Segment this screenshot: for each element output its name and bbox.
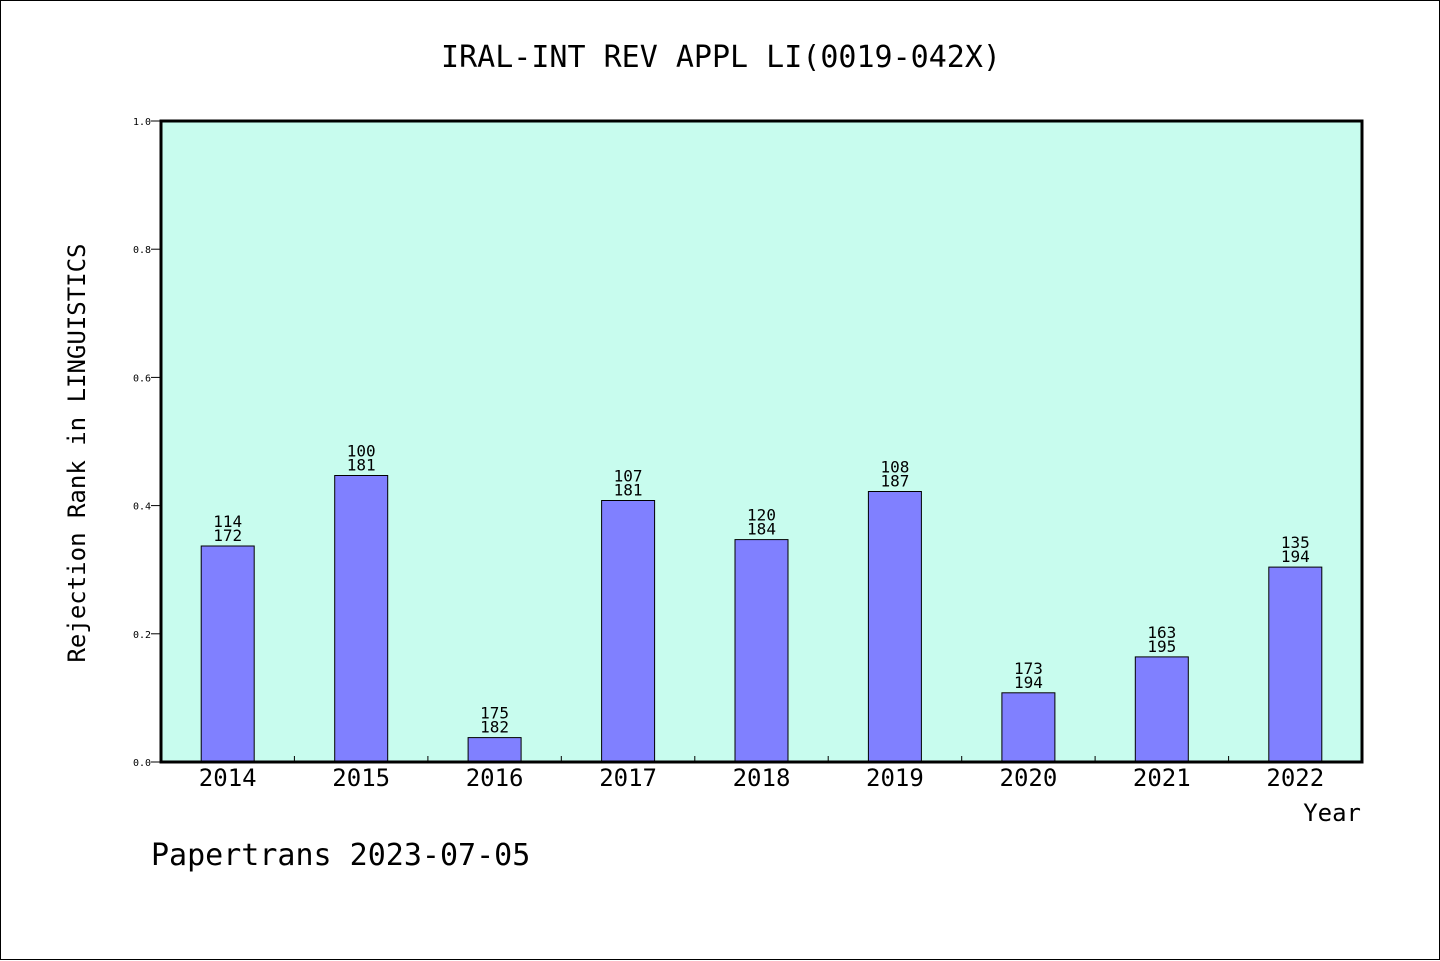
y-tick-label-1.0: 1.0 [133,117,151,128]
bar-label-top-2021: 163 [1147,623,1176,642]
x-tick-label-2018: 2018 [733,764,791,792]
plot-frame [159,119,1364,764]
bar-label-bottom-2016: 182 [480,718,509,737]
bar-label-top-2020: 173 [1014,659,1043,678]
y-tick-label-0.0: 0.0 [133,758,151,769]
x-tick-label-2016: 2016 [466,764,524,792]
bar-label-top-2018: 120 [747,506,776,525]
bar-label-top-2016: 175 [480,704,509,723]
bar-2014 [200,545,255,763]
bar-2016 [467,737,522,763]
x-tick-label-2021: 2021 [1133,764,1191,792]
bar-label-bottom-2021: 195 [1147,637,1176,656]
bar-label-top-2017: 107 [614,467,643,486]
y-tick-label-0.4: 0.4 [133,502,151,513]
y-axis-label: Rejection Rank in LINGUISTICS [63,243,91,662]
x-tick-label-2019: 2019 [866,764,924,792]
bar-label-top-2019: 108 [880,458,909,477]
bar-2018 [734,539,789,763]
bar-2021 [1134,656,1189,763]
x-tick-label-2015: 2015 [332,764,390,792]
y-axis: 0.0 0.2 0.4 0.6 0.8 1.0 [133,117,161,769]
x-tick-label-2014: 2014 [199,764,257,792]
bar-label-bottom-2019: 187 [880,472,909,491]
bar-label-top-2014: 114 [213,512,242,531]
bar-label-bottom-2020: 194 [1014,673,1043,692]
y-tick-label-0.2: 0.2 [133,630,151,641]
bar-label-bottom-2022: 194 [1281,547,1310,566]
bar-2019 [867,491,922,763]
bar-labels-layer: 1141721001811751821071811201841081871731… [213,442,1310,737]
x-axis: 2014 2015 2016 2017 2018 2019 2020 2021 2022 [199,756,1324,792]
bars-layer [200,475,1323,763]
bar-2020 [1001,692,1056,763]
bar-label-bottom-2015: 181 [347,456,376,475]
bar-label-top-2022: 135 [1281,533,1310,552]
footer-text: Papertrans 2023-07-05 [151,838,530,873]
bar-label-top-2015: 100 [347,442,376,461]
bar-2015 [334,475,389,763]
bar-2022 [1268,566,1323,763]
y-tick-label-0.6: 0.6 [133,373,151,384]
x-tick-label-2017: 2017 [599,764,657,792]
bar-label-bottom-2017: 181 [614,481,643,500]
x-tick-label-2020: 2020 [1000,764,1058,792]
chart-title: IRAL-INT REV APPL LI(0019-042X) [441,40,1001,75]
bar-label-bottom-2018: 184 [747,520,776,539]
y-tick-label-0.8: 0.8 [133,245,151,256]
x-axis-label: Year [1303,799,1361,827]
bar-label-bottom-2014: 172 [213,526,242,545]
x-tick-label-2022: 2022 [1266,764,1324,792]
bar-2017 [601,500,656,763]
